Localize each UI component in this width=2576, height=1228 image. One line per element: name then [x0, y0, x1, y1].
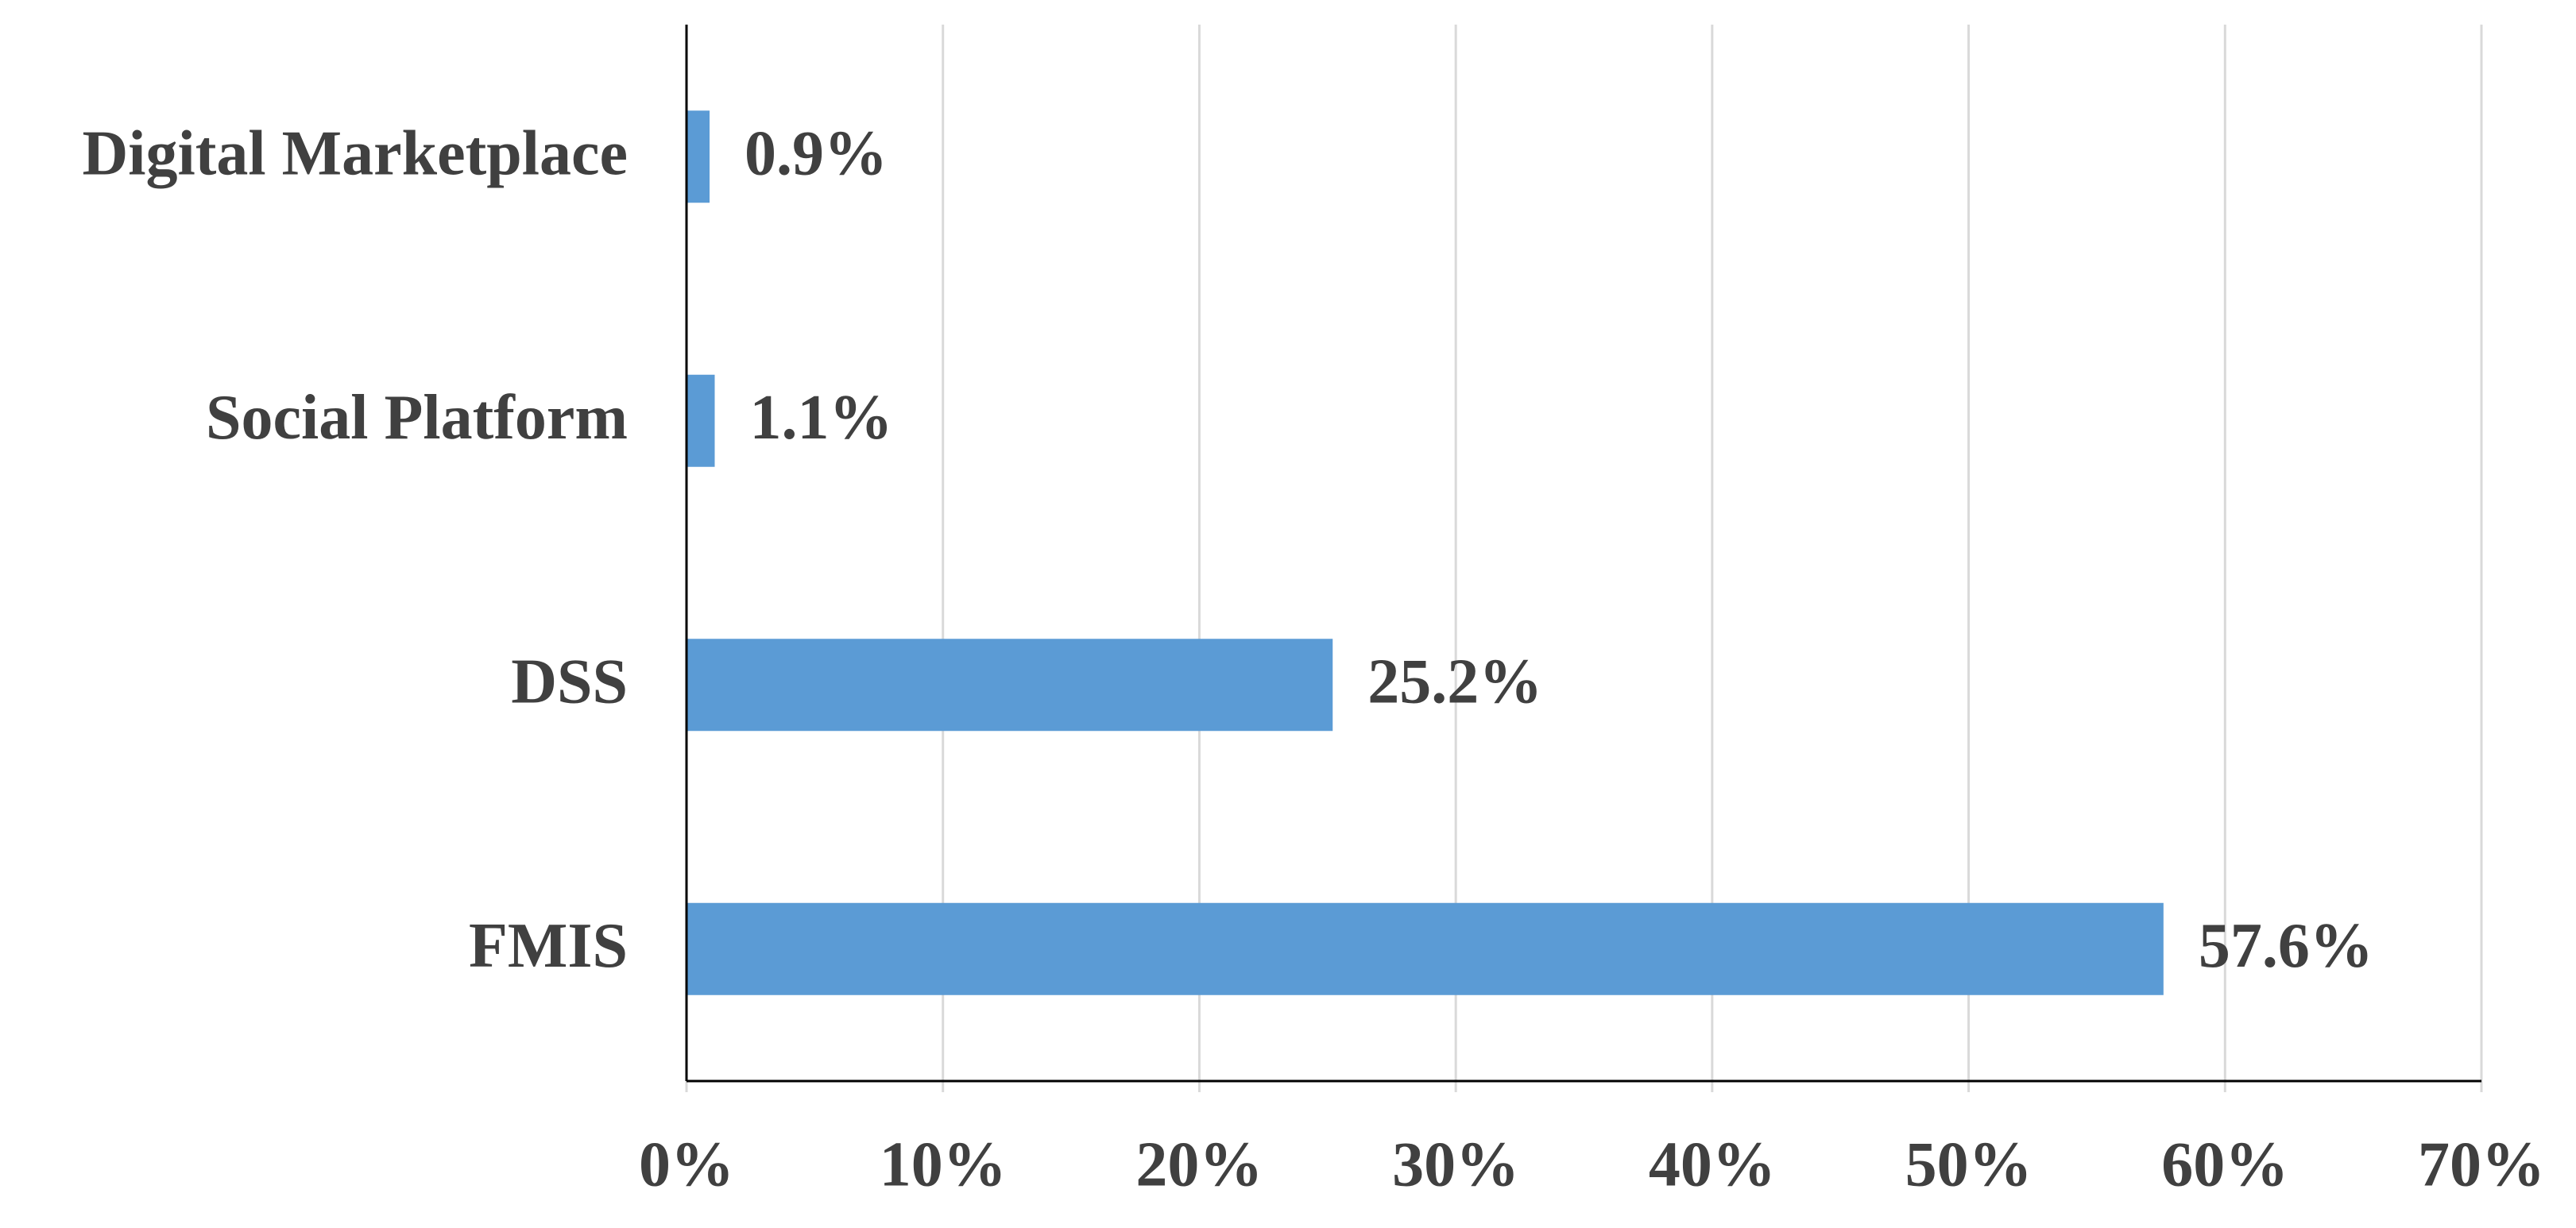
value-label: 25.2%	[1367, 647, 1542, 717]
y-tick-label: FMIS	[469, 911, 628, 981]
x-tick-label: 40%	[1649, 1130, 1776, 1199]
bar	[687, 902, 2164, 995]
x-tick-label: 30%	[1392, 1130, 1519, 1199]
value-label: 1.1%	[749, 383, 892, 453]
x-tick-label: 50%	[1905, 1130, 2033, 1199]
y-tick-label: DSS	[511, 647, 628, 717]
x-tick-label: 20%	[1135, 1130, 1263, 1199]
value-label: 57.6%	[2199, 911, 2373, 981]
x-tick-label: 0%	[639, 1130, 734, 1199]
x-tick-label: 10%	[880, 1130, 1007, 1199]
y-tick-label: Digital Marketplace	[83, 119, 628, 189]
x-tick-label: 70%	[2418, 1130, 2545, 1199]
x-tick-label: 60%	[2161, 1130, 2288, 1199]
bar	[687, 110, 710, 203]
y-tick-label: Social Platform	[206, 383, 628, 453]
bar	[687, 374, 715, 467]
value-label: 0.9%	[745, 119, 888, 189]
bar	[687, 639, 1333, 732]
